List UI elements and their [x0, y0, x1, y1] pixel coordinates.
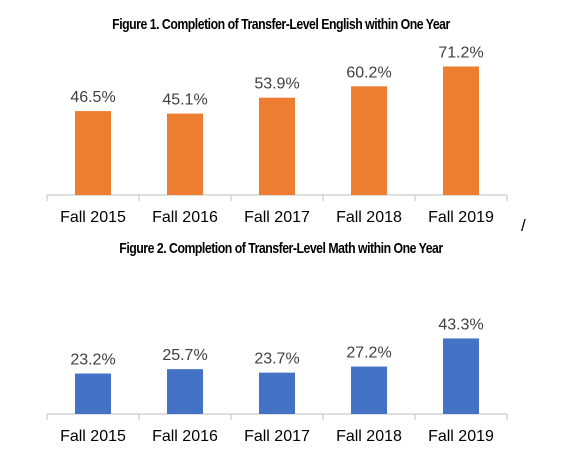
- bar: [443, 338, 479, 414]
- chart-1-title: Figure 1. Completion of Transfer-Level E…: [112, 16, 450, 33]
- x-tick-label: Fall 2015: [60, 428, 126, 445]
- chart-2-title: Figure 2. Completion of Transfer-Level M…: [119, 240, 443, 257]
- data-label: 71.2%: [438, 44, 483, 61]
- bar: [167, 369, 203, 414]
- data-label: 60.2%: [346, 64, 391, 81]
- x-tick-label: Fall 2017: [244, 209, 310, 226]
- x-tick-label: Fall 2019: [428, 209, 494, 226]
- data-label: 27.2%: [346, 345, 391, 362]
- data-label: 45.1%: [162, 92, 207, 109]
- data-label: 25.7%: [162, 347, 207, 364]
- bar: [351, 366, 387, 414]
- bar: [259, 97, 295, 195]
- x-tick-label: Fall 2018: [336, 209, 402, 226]
- data-label: 46.5%: [70, 89, 115, 106]
- x-tick-label: Fall 2017: [244, 428, 310, 445]
- data-label: 53.9%: [254, 76, 299, 93]
- bar: [259, 372, 295, 414]
- bar: [443, 66, 479, 195]
- bar: [75, 373, 111, 414]
- x-tick-label: Fall 2016: [152, 209, 218, 226]
- x-tick-label: Fall 2016: [152, 428, 218, 445]
- data-label: 43.3%: [438, 316, 483, 333]
- x-tick-label: Fall 2019: [428, 428, 494, 445]
- bar: [351, 86, 387, 195]
- bar: [75, 111, 111, 195]
- x-tick-label: Fall 2018: [336, 428, 402, 445]
- bar: [167, 113, 203, 195]
- data-label: 23.2%: [70, 352, 115, 369]
- data-label: 23.7%: [254, 351, 299, 368]
- x-tick-label: Fall 2015: [60, 209, 126, 226]
- stray-slash-mark: /: [521, 216, 526, 235]
